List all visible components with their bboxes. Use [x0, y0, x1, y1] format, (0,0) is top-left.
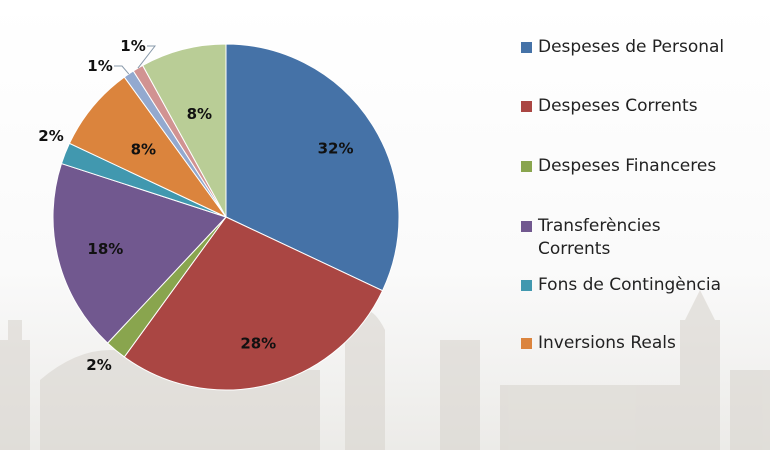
legend-item: Despeses Corrents: [521, 95, 761, 118]
legend-label: Transferències Corrents: [538, 216, 661, 259]
data-label: 1%: [87, 57, 112, 75]
legend-swatch: [521, 338, 532, 349]
data-label: 18%: [87, 240, 123, 258]
legend-label: Despeses Financeres: [538, 156, 717, 176]
data-label: 28%: [240, 335, 276, 353]
pie-slice: [123, 216, 384, 391]
pie-slice: [52, 162, 227, 344]
legend-item: Despeses Financeres: [521, 155, 761, 178]
legend-swatch: [521, 101, 532, 112]
legend-label: Inversions Reals: [538, 333, 676, 353]
leader-line: [137, 45, 157, 69]
leader-line: [114, 65, 130, 75]
pie-slice: [225, 43, 400, 292]
legend-item: Fons de Contingència: [521, 274, 761, 297]
legend-label: Despeses de Personal: [538, 37, 725, 57]
legend-swatch: [521, 221, 532, 232]
pie-slice: [141, 43, 227, 218]
legend-item: Despeses de Personal: [521, 36, 761, 59]
data-label: 1%: [120, 37, 145, 55]
legend-label: Despeses Corrents: [538, 96, 698, 116]
data-label: 32%: [318, 139, 354, 157]
legend-label: Fons de Contingència: [538, 275, 721, 295]
data-label: 2%: [86, 356, 111, 374]
data-label: 8%: [131, 141, 156, 159]
legend-item: Inversions Reals: [521, 332, 761, 355]
data-label: 8%: [187, 105, 212, 123]
legend-item: Transferències Corrents: [521, 215, 681, 261]
legend-swatch: [521, 280, 532, 291]
data-label: 2%: [38, 127, 63, 145]
legend-swatch: [521, 42, 532, 53]
legend-swatch: [521, 161, 532, 172]
